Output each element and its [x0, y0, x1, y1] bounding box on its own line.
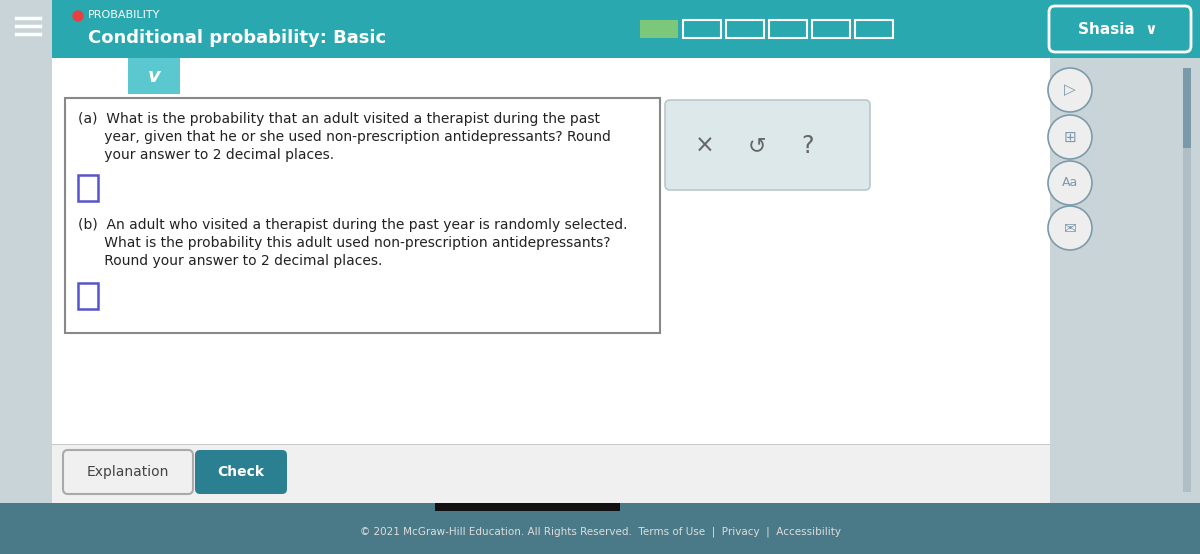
FancyBboxPatch shape [854, 20, 893, 38]
Text: © 2021 McGraw-Hill Education. All Rights Reserved.  Terms of Use  |  Privacy  | : © 2021 McGraw-Hill Education. All Rights… [360, 527, 840, 537]
Text: (b)  An adult who visited a therapist during the past year is randomly selected.: (b) An adult who visited a therapist dur… [78, 218, 628, 232]
FancyBboxPatch shape [194, 450, 287, 494]
Text: v: v [148, 66, 161, 85]
FancyBboxPatch shape [52, 444, 1050, 445]
FancyBboxPatch shape [128, 58, 180, 94]
Text: Check: Check [217, 465, 264, 479]
Circle shape [1048, 206, 1092, 250]
Text: (a)  What is the probability that an adult visited a therapist during the past: (a) What is the probability that an adul… [78, 112, 600, 126]
FancyBboxPatch shape [665, 100, 870, 190]
Circle shape [1048, 68, 1092, 112]
FancyBboxPatch shape [436, 503, 620, 511]
FancyBboxPatch shape [726, 20, 764, 38]
FancyBboxPatch shape [52, 0, 1200, 58]
FancyBboxPatch shape [0, 503, 1200, 554]
FancyBboxPatch shape [683, 20, 721, 38]
FancyBboxPatch shape [1096, 58, 1200, 502]
Circle shape [73, 11, 83, 21]
FancyBboxPatch shape [0, 0, 52, 554]
Text: Explanation: Explanation [86, 465, 169, 479]
Text: ▷: ▷ [1064, 83, 1076, 98]
FancyBboxPatch shape [52, 445, 1050, 503]
Text: What is the probability this adult used non-prescription antidepressants?: What is the probability this adult used … [78, 236, 611, 250]
Text: year, given that he or she used non-prescription antidepressants? Round: year, given that he or she used non-pres… [78, 130, 611, 144]
Text: ×: × [695, 134, 715, 158]
Text: ✉: ✉ [1063, 220, 1076, 235]
Text: ⊞: ⊞ [1063, 130, 1076, 145]
FancyBboxPatch shape [65, 98, 660, 333]
Text: PROBABILITY: PROBABILITY [88, 10, 161, 20]
Text: ?: ? [802, 134, 815, 158]
FancyBboxPatch shape [1183, 68, 1190, 492]
Circle shape [1048, 115, 1092, 159]
Text: your answer to 2 decimal places.: your answer to 2 decimal places. [78, 148, 334, 162]
FancyBboxPatch shape [812, 20, 850, 38]
FancyBboxPatch shape [52, 58, 1050, 502]
Text: Aa: Aa [1062, 177, 1078, 189]
Text: ↺: ↺ [748, 136, 767, 156]
FancyBboxPatch shape [64, 450, 193, 494]
FancyBboxPatch shape [78, 175, 98, 201]
FancyBboxPatch shape [78, 283, 98, 309]
Circle shape [1048, 161, 1092, 205]
Text: Round your answer to 2 decimal places.: Round your answer to 2 decimal places. [78, 254, 383, 268]
FancyBboxPatch shape [769, 20, 808, 38]
FancyBboxPatch shape [640, 20, 678, 38]
FancyBboxPatch shape [1049, 6, 1190, 52]
FancyBboxPatch shape [1183, 68, 1190, 148]
Text: Shasia  ∨: Shasia ∨ [1078, 22, 1158, 37]
Text: Conditional probability: Basic: Conditional probability: Basic [88, 29, 386, 47]
